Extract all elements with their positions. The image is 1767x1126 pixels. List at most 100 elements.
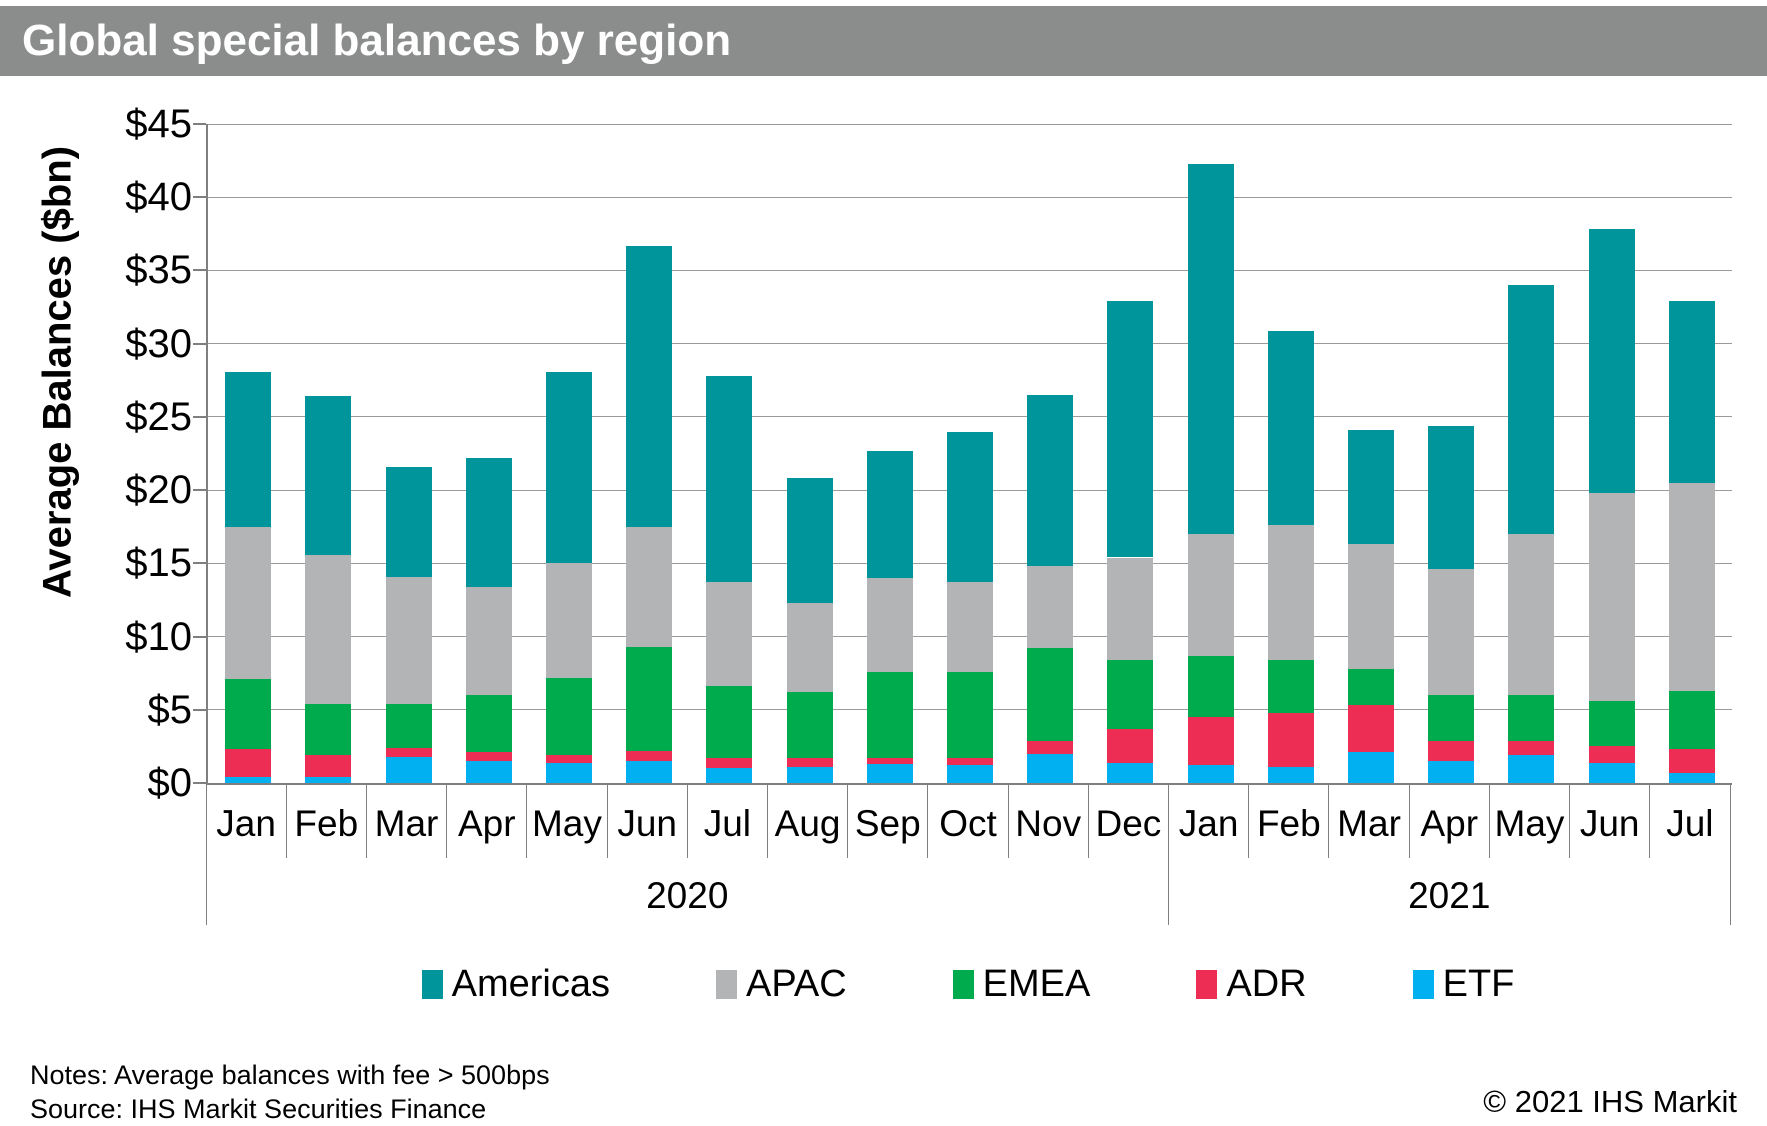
bar-segment-apac	[947, 582, 993, 672]
bar-segment-etf	[706, 768, 753, 783]
bar-segment-adr	[866, 758, 913, 764]
bar-segment-emea	[1428, 695, 1475, 741]
gridline	[208, 269, 1732, 271]
gridline	[208, 123, 1732, 125]
bar-segment-etf	[866, 763, 913, 783]
bar-segment-apac	[385, 576, 432, 704]
y-tick-mark	[193, 635, 206, 638]
x-tick-label: Aug	[774, 803, 841, 844]
bar-segment-americas	[305, 396, 352, 555]
bar-segment-adr	[1267, 712, 1314, 767]
bar-segment-emea	[1668, 690, 1715, 750]
x-tick-label: Oct	[939, 803, 997, 844]
bar-segment-etf	[1267, 766, 1314, 783]
bar-segment-emea	[1187, 655, 1234, 718]
bar-segment-emea	[1508, 695, 1555, 741]
year-label: 2021	[1408, 875, 1491, 916]
bar-segment-etf	[947, 765, 993, 783]
year-separator	[205, 783, 207, 925]
x-tick-label: Jun	[617, 803, 677, 844]
bar-segment-adr	[465, 752, 512, 762]
x-tick-label: May	[531, 803, 602, 844]
bar-segment-etf	[1187, 765, 1234, 783]
legend-swatch-emea	[952, 969, 974, 999]
y-tick-label: $15	[125, 541, 192, 586]
x-separator	[1408, 783, 1410, 858]
bar-segment-apac	[1508, 534, 1555, 696]
x-separator	[446, 783, 448, 858]
bar-segment-apac	[1027, 566, 1074, 649]
bar-segment-adr	[385, 747, 432, 757]
x-separator	[1007, 783, 1009, 858]
copyright: © 2021 IHS Markit	[1483, 1084, 1737, 1119]
x-separator	[1488, 783, 1490, 858]
bar-segment-americas	[1027, 394, 1074, 567]
legend-item-americas: Americas	[421, 963, 610, 1006]
y-tick-mark	[193, 489, 206, 492]
bar-segment-adr	[305, 755, 352, 778]
bar-segment-adr	[1668, 749, 1715, 773]
bar-segment-emea	[626, 646, 673, 751]
bar-segment-etf	[1107, 762, 1154, 783]
x-separator	[365, 783, 367, 858]
y-tick-mark	[193, 415, 206, 418]
x-separator	[766, 783, 768, 858]
bar-segment-etf	[1428, 761, 1475, 783]
gridline	[208, 343, 1732, 345]
bar-segment-emea	[1107, 660, 1154, 729]
bar-segment-adr	[1027, 740, 1074, 754]
bar-segment-adr	[225, 749, 272, 778]
x-tick-label: Dec	[1095, 803, 1162, 844]
footnotes: Notes: Average balances with fee > 500bp…	[30, 1058, 550, 1126]
bar-segment-apac	[1428, 569, 1475, 696]
bar-segment-americas	[385, 466, 432, 577]
bar-segment-emea	[1348, 668, 1395, 706]
x-tick-label: Mar	[1337, 803, 1401, 844]
bar-segment-adr	[1428, 740, 1475, 762]
x-tick-label: Apr	[1420, 803, 1479, 844]
y-tick-mark	[193, 123, 206, 125]
bar-segment-emea	[545, 677, 592, 756]
legend-swatch-etf	[1412, 969, 1434, 999]
y-tick-label: $35	[125, 248, 192, 293]
bar-segment-emea	[465, 695, 512, 753]
bar-segment-americas	[626, 245, 673, 527]
bar-segment-etf	[1027, 753, 1074, 783]
bar-segment-apac	[706, 582, 753, 687]
x-separator	[285, 783, 287, 858]
bar-segment-emea	[947, 671, 993, 759]
bar-segment-apac	[1588, 493, 1635, 701]
y-tick-label: $20	[125, 468, 192, 513]
legend-swatch-americas	[421, 969, 443, 999]
y-tick-mark	[193, 708, 206, 711]
bar-segment-adr	[947, 758, 993, 766]
bar-segment-etf	[1668, 772, 1715, 783]
y-tick-label: $5	[147, 687, 193, 732]
x-separator	[927, 783, 929, 858]
bar-segment-apac	[225, 526, 272, 680]
year-separator	[1168, 783, 1170, 925]
bar-segment-emea	[1267, 660, 1314, 713]
y-tick-label: $30	[125, 321, 192, 366]
bar-segment-emea	[706, 686, 753, 759]
x-tick-label: Feb	[294, 803, 359, 844]
gridline	[208, 416, 1732, 418]
bar-segment-adr	[706, 758, 753, 769]
y-tick-mark	[193, 342, 206, 345]
legend-label: ETF	[1442, 962, 1515, 1005]
bar-segment-americas	[706, 375, 753, 583]
x-separator	[1649, 783, 1651, 858]
bar-segment-emea	[866, 671, 913, 759]
bar-segment-adr	[1508, 740, 1555, 756]
legend-label: ADR	[1226, 962, 1307, 1005]
legend-label: EMEA	[982, 962, 1091, 1005]
bar-segment-apac	[866, 577, 913, 672]
bar-segment-emea	[385, 703, 432, 748]
x-separator	[847, 783, 849, 858]
bar-segment-adr	[786, 758, 833, 767]
bar-segment-etf	[465, 761, 512, 783]
legend: Americas APAC EMEA ADR ETF	[206, 952, 1730, 1016]
bar-segment-apac	[1187, 534, 1234, 656]
page-title: Global special balances by region	[22, 16, 732, 65]
y-tick-label: $10	[125, 614, 192, 659]
